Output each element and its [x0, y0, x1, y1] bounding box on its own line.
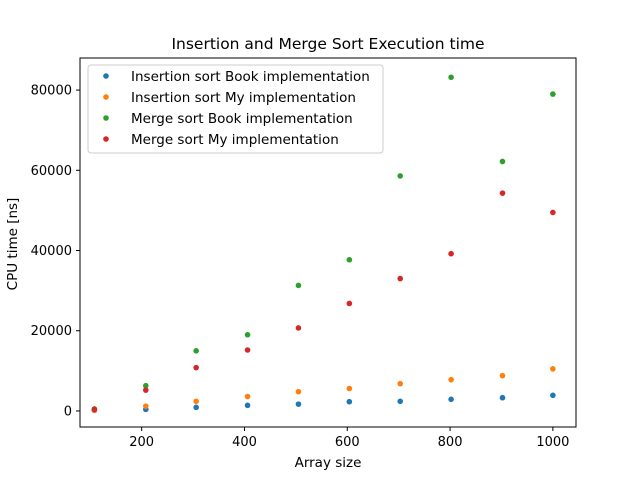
legend-marker [103, 115, 109, 121]
data-point [295, 282, 302, 289]
x-tick-label: 1000 [536, 435, 569, 450]
data-point [448, 250, 454, 257]
legend-entry: Merge sort Book implementation [131, 111, 353, 127]
data-point [550, 91, 556, 97]
data-point [193, 398, 199, 405]
data-point [448, 396, 454, 403]
data-point [346, 398, 353, 405]
data-point [193, 347, 199, 354]
data-point [295, 388, 302, 395]
legend-marker [103, 94, 109, 100]
legend-marker [103, 136, 109, 142]
x-axis-label: Array size [295, 455, 362, 471]
data-point [91, 406, 98, 413]
data-point [448, 74, 454, 81]
data-point [499, 190, 506, 196]
y-tick-label: 60000 [31, 164, 72, 179]
data-point [193, 404, 199, 411]
y-tick-label: 40000 [31, 244, 72, 259]
legend-entry: Insertion sort Book implementation [131, 69, 370, 85]
data-point [295, 401, 302, 407]
series-2 [91, 366, 556, 413]
data-point [193, 364, 199, 371]
data-point [499, 372, 506, 379]
data-point [244, 347, 251, 353]
x-tick-label: 800 [438, 435, 463, 450]
data-point [499, 394, 506, 401]
data-point [346, 385, 353, 392]
series-1 [91, 392, 556, 414]
chart-title: Insertion and Merge Sort Execution time [171, 35, 484, 53]
y-tick-label: 80000 [31, 84, 72, 99]
axis-ticks: 200 400 600 800 1000 0 20000 40000 60000 80000 [31, 84, 570, 450]
x-tick-label: 600 [335, 435, 360, 450]
legend-entry: Merge sort My implementation [131, 132, 339, 148]
plot-area [79, 57, 577, 428]
data-point [244, 393, 251, 400]
data-point [397, 173, 404, 179]
legend: Insertion sort Book implementation Insert… [87, 64, 384, 154]
data-point [397, 275, 404, 282]
data-point [550, 392, 556, 399]
data-point [244, 402, 251, 409]
data-point [397, 380, 404, 387]
series-4 [91, 190, 556, 413]
legend-marker [103, 73, 109, 79]
data-point [244, 331, 251, 338]
data-point [397, 398, 404, 405]
data-point [448, 376, 454, 383]
data-point [346, 256, 353, 263]
data-point [142, 387, 149, 393]
y-tick-label: 20000 [31, 324, 72, 339]
data-point [142, 403, 149, 409]
x-tick-label: 200 [129, 435, 154, 450]
data-point [295, 325, 302, 331]
data-point [142, 382, 149, 389]
data-point [550, 209, 556, 216]
y-axis-label: CPU time [ns] [5, 198, 21, 291]
y-tick-label: 0 [64, 404, 72, 419]
legend-entry: Insertion sort My implementation [131, 90, 356, 106]
data-point [550, 366, 556, 372]
data-point [499, 158, 506, 165]
axes-frame [79, 57, 577, 428]
data-point [346, 300, 353, 307]
series-3 [91, 74, 556, 412]
legend-box [87, 64, 384, 154]
x-tick-label: 400 [232, 435, 257, 450]
